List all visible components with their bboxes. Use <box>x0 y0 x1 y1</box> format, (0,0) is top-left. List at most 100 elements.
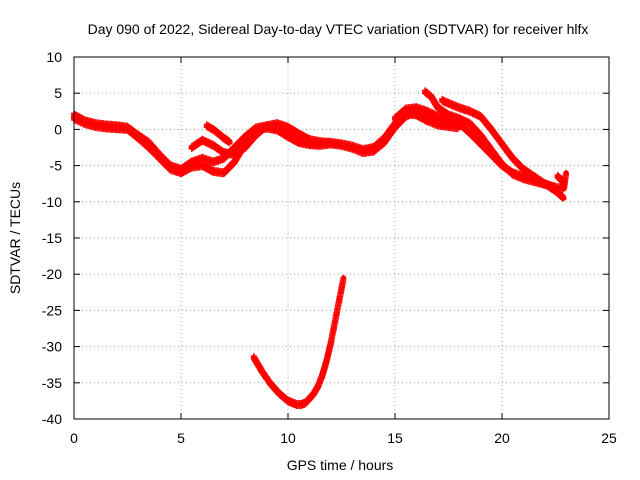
data-point <box>456 105 462 111</box>
data-point <box>210 168 216 174</box>
y-tick-label: 0 <box>54 121 62 137</box>
data-point <box>439 97 445 103</box>
data-point <box>328 340 334 346</box>
data-point <box>221 170 227 176</box>
y-tick-label: -35 <box>42 375 62 391</box>
data-point <box>392 116 398 121</box>
data-point <box>428 94 434 100</box>
data-point <box>413 105 419 111</box>
x-tick-label: 5 <box>177 430 185 446</box>
series-track-2 <box>71 106 462 178</box>
data-point <box>302 400 308 406</box>
x-tick-label: 25 <box>601 430 617 446</box>
data-point <box>274 127 280 133</box>
data-point <box>561 195 567 201</box>
y-tick-label: 10 <box>46 49 62 65</box>
data-point <box>189 164 195 170</box>
data-point <box>125 126 130 132</box>
data-point <box>555 174 561 179</box>
data-point <box>488 147 494 153</box>
y-tick-label: -40 <box>42 411 62 427</box>
data-point <box>276 391 282 397</box>
data-point <box>92 124 98 129</box>
data-point <box>251 355 257 360</box>
y-tick-label: 5 <box>54 85 62 101</box>
series-track-9 <box>250 274 347 409</box>
data-point <box>371 148 377 154</box>
data-point <box>403 106 409 112</box>
data-point <box>253 132 259 138</box>
data-point <box>435 113 441 119</box>
data-point <box>189 145 195 150</box>
data-point <box>82 121 88 127</box>
series-track-8 <box>554 169 569 192</box>
series-track-7 <box>439 95 567 202</box>
data-point <box>232 159 237 165</box>
y-tick-label: -20 <box>42 266 62 282</box>
data-point <box>311 391 317 397</box>
data-point <box>510 155 516 161</box>
y-tick-label: -15 <box>42 230 62 246</box>
data-point <box>294 402 300 407</box>
data-point <box>478 113 484 119</box>
data-point <box>227 139 233 145</box>
data-point <box>467 121 473 127</box>
data-point <box>446 100 451 106</box>
data-point <box>542 181 548 187</box>
data-point <box>210 142 216 148</box>
x-tick-label: 10 <box>280 430 296 446</box>
data-point <box>531 174 537 179</box>
data-point <box>499 161 505 167</box>
data-point <box>315 383 321 389</box>
data-point <box>199 163 205 169</box>
data-point <box>328 139 334 145</box>
data-point <box>199 137 205 143</box>
data-point <box>285 134 291 140</box>
y-tick-label: -30 <box>42 339 62 355</box>
data-point <box>221 150 227 156</box>
data-point <box>285 398 291 404</box>
data-point <box>520 176 526 182</box>
x-tick-label: 15 <box>387 430 403 446</box>
data-point <box>349 145 355 151</box>
data-point <box>103 125 109 131</box>
data-point <box>199 155 205 161</box>
data-point <box>563 170 569 176</box>
y-tick-label: -10 <box>42 194 62 210</box>
data-point <box>392 124 398 130</box>
data-point <box>317 139 323 145</box>
data-point <box>210 159 216 165</box>
data-point <box>296 131 302 137</box>
data-point <box>324 358 329 364</box>
data-point <box>339 142 344 148</box>
series-track-3 <box>188 119 334 160</box>
data-point <box>336 297 342 302</box>
data-point <box>157 155 163 161</box>
data-point <box>319 373 325 379</box>
data-point <box>210 126 216 132</box>
data-point <box>298 402 304 407</box>
data-point <box>360 150 366 156</box>
data-point <box>488 126 494 132</box>
data-point <box>446 112 451 118</box>
data-point <box>422 89 428 95</box>
data-point <box>306 137 312 142</box>
data-point <box>285 124 291 130</box>
y-axis-label: SDTVAR / TECUs <box>7 182 23 294</box>
data-point <box>232 152 237 158</box>
data-point <box>499 141 505 147</box>
data-point <box>478 132 484 138</box>
data-point <box>221 135 227 141</box>
data-point <box>341 275 347 281</box>
data-point <box>274 121 280 127</box>
x-tick-label: 0 <box>70 430 78 446</box>
data-point <box>559 177 565 183</box>
data-point <box>146 145 152 150</box>
axis-ticks: 0 5 10 15 20 25 10 5 0 -5 -10 -15 -20 -25 -30 -35 -40 <box>42 49 617 446</box>
data-point <box>424 108 430 114</box>
y-tick-label: -5 <box>50 158 63 174</box>
data-point <box>232 145 237 150</box>
y-tick-label: -25 <box>42 302 62 318</box>
